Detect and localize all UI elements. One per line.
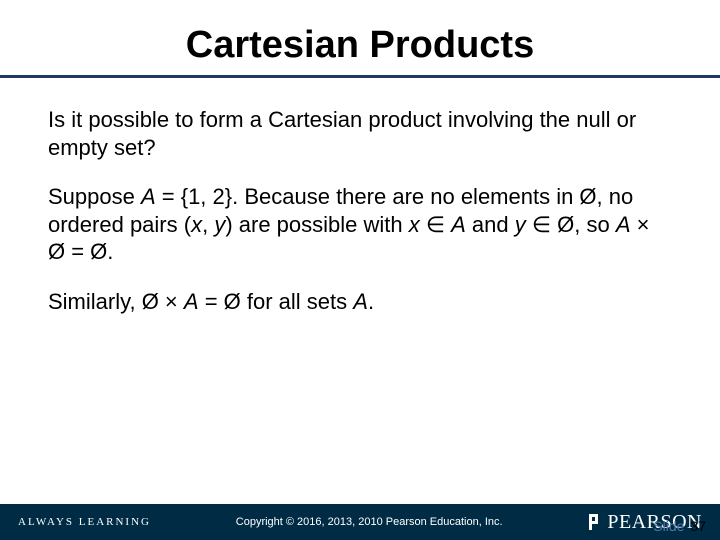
math-var-A: A xyxy=(451,212,466,237)
slide-number-label: Slide xyxy=(653,518,684,534)
slide-number-area: Slide 37 xyxy=(653,518,706,534)
slide-footer: ALWAYS LEARNING Copyright © 2016, 2013, … xyxy=(0,504,720,540)
slide-container: Cartesian Products Is it possible to for… xyxy=(0,0,720,540)
text-run: Suppose xyxy=(48,184,141,209)
slide-number-value: 37 xyxy=(690,518,706,534)
footer-copyright: Copyright © 2016, 2013, 2010 Pearson Edu… xyxy=(151,516,587,528)
paragraph-2: Suppose A = {1, 2}. Because there are no… xyxy=(48,183,672,266)
math-var-A: A xyxy=(353,289,368,314)
math-var-A: A xyxy=(184,289,199,314)
text-run: ∈ Ø, so xyxy=(526,212,616,237)
math-var-A: A xyxy=(616,212,631,237)
paragraph-1: Is it possible to form a Cartesian produ… xyxy=(48,106,672,161)
text-run: ∈ xyxy=(420,212,451,237)
footer-tagline: ALWAYS LEARNING xyxy=(18,516,151,528)
title-area: Cartesian Products xyxy=(0,0,720,78)
math-var-y: y xyxy=(515,212,526,237)
paragraph-3: Similarly, Ø × A = Ø for all sets A. xyxy=(48,288,672,316)
text-run: . xyxy=(368,289,374,314)
slide-title: Cartesian Products xyxy=(40,24,680,67)
text-run: and xyxy=(466,212,515,237)
pearson-logo-icon xyxy=(587,512,603,532)
text-run: ) are possible with xyxy=(225,212,408,237)
math-var-x: x xyxy=(191,212,202,237)
math-var-x: x xyxy=(409,212,420,237)
math-var-y: y xyxy=(214,212,225,237)
text-run: = Ø for all sets xyxy=(199,289,354,314)
text-run: Similarly, Ø × xyxy=(48,289,184,314)
slide-body: Is it possible to form a Cartesian produ… xyxy=(0,78,720,504)
text-run: , xyxy=(202,212,214,237)
math-var-A: A xyxy=(141,184,156,209)
